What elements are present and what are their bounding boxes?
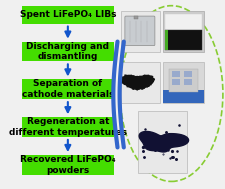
Text: Separation of
cathode materials: Separation of cathode materials <box>22 79 114 99</box>
FancyBboxPatch shape <box>22 6 114 24</box>
FancyBboxPatch shape <box>165 14 202 30</box>
FancyBboxPatch shape <box>165 30 202 50</box>
FancyBboxPatch shape <box>22 79 114 99</box>
Text: Spent LiFePO₄ LIBs: Spent LiFePO₄ LIBs <box>20 10 116 19</box>
Polygon shape <box>139 132 189 152</box>
FancyBboxPatch shape <box>134 16 139 19</box>
FancyBboxPatch shape <box>163 90 204 103</box>
FancyBboxPatch shape <box>138 111 187 173</box>
FancyBboxPatch shape <box>22 117 114 137</box>
FancyBboxPatch shape <box>172 79 180 85</box>
FancyBboxPatch shape <box>163 62 204 103</box>
FancyBboxPatch shape <box>184 79 192 85</box>
FancyBboxPatch shape <box>172 71 180 77</box>
FancyBboxPatch shape <box>163 11 204 52</box>
Text: Regeneration at
different temperatures: Regeneration at different temperatures <box>9 117 127 137</box>
Text: Discharging and
dismantling: Discharging and dismantling <box>26 42 109 61</box>
Polygon shape <box>122 75 155 90</box>
FancyBboxPatch shape <box>121 62 160 103</box>
FancyBboxPatch shape <box>22 155 114 175</box>
FancyBboxPatch shape <box>169 69 198 92</box>
FancyBboxPatch shape <box>125 16 155 46</box>
FancyBboxPatch shape <box>184 71 192 77</box>
FancyBboxPatch shape <box>165 30 169 50</box>
FancyBboxPatch shape <box>121 11 160 52</box>
Text: Recovered LiFePO₄
powders: Recovered LiFePO₄ powders <box>20 155 116 175</box>
FancyBboxPatch shape <box>22 42 114 61</box>
